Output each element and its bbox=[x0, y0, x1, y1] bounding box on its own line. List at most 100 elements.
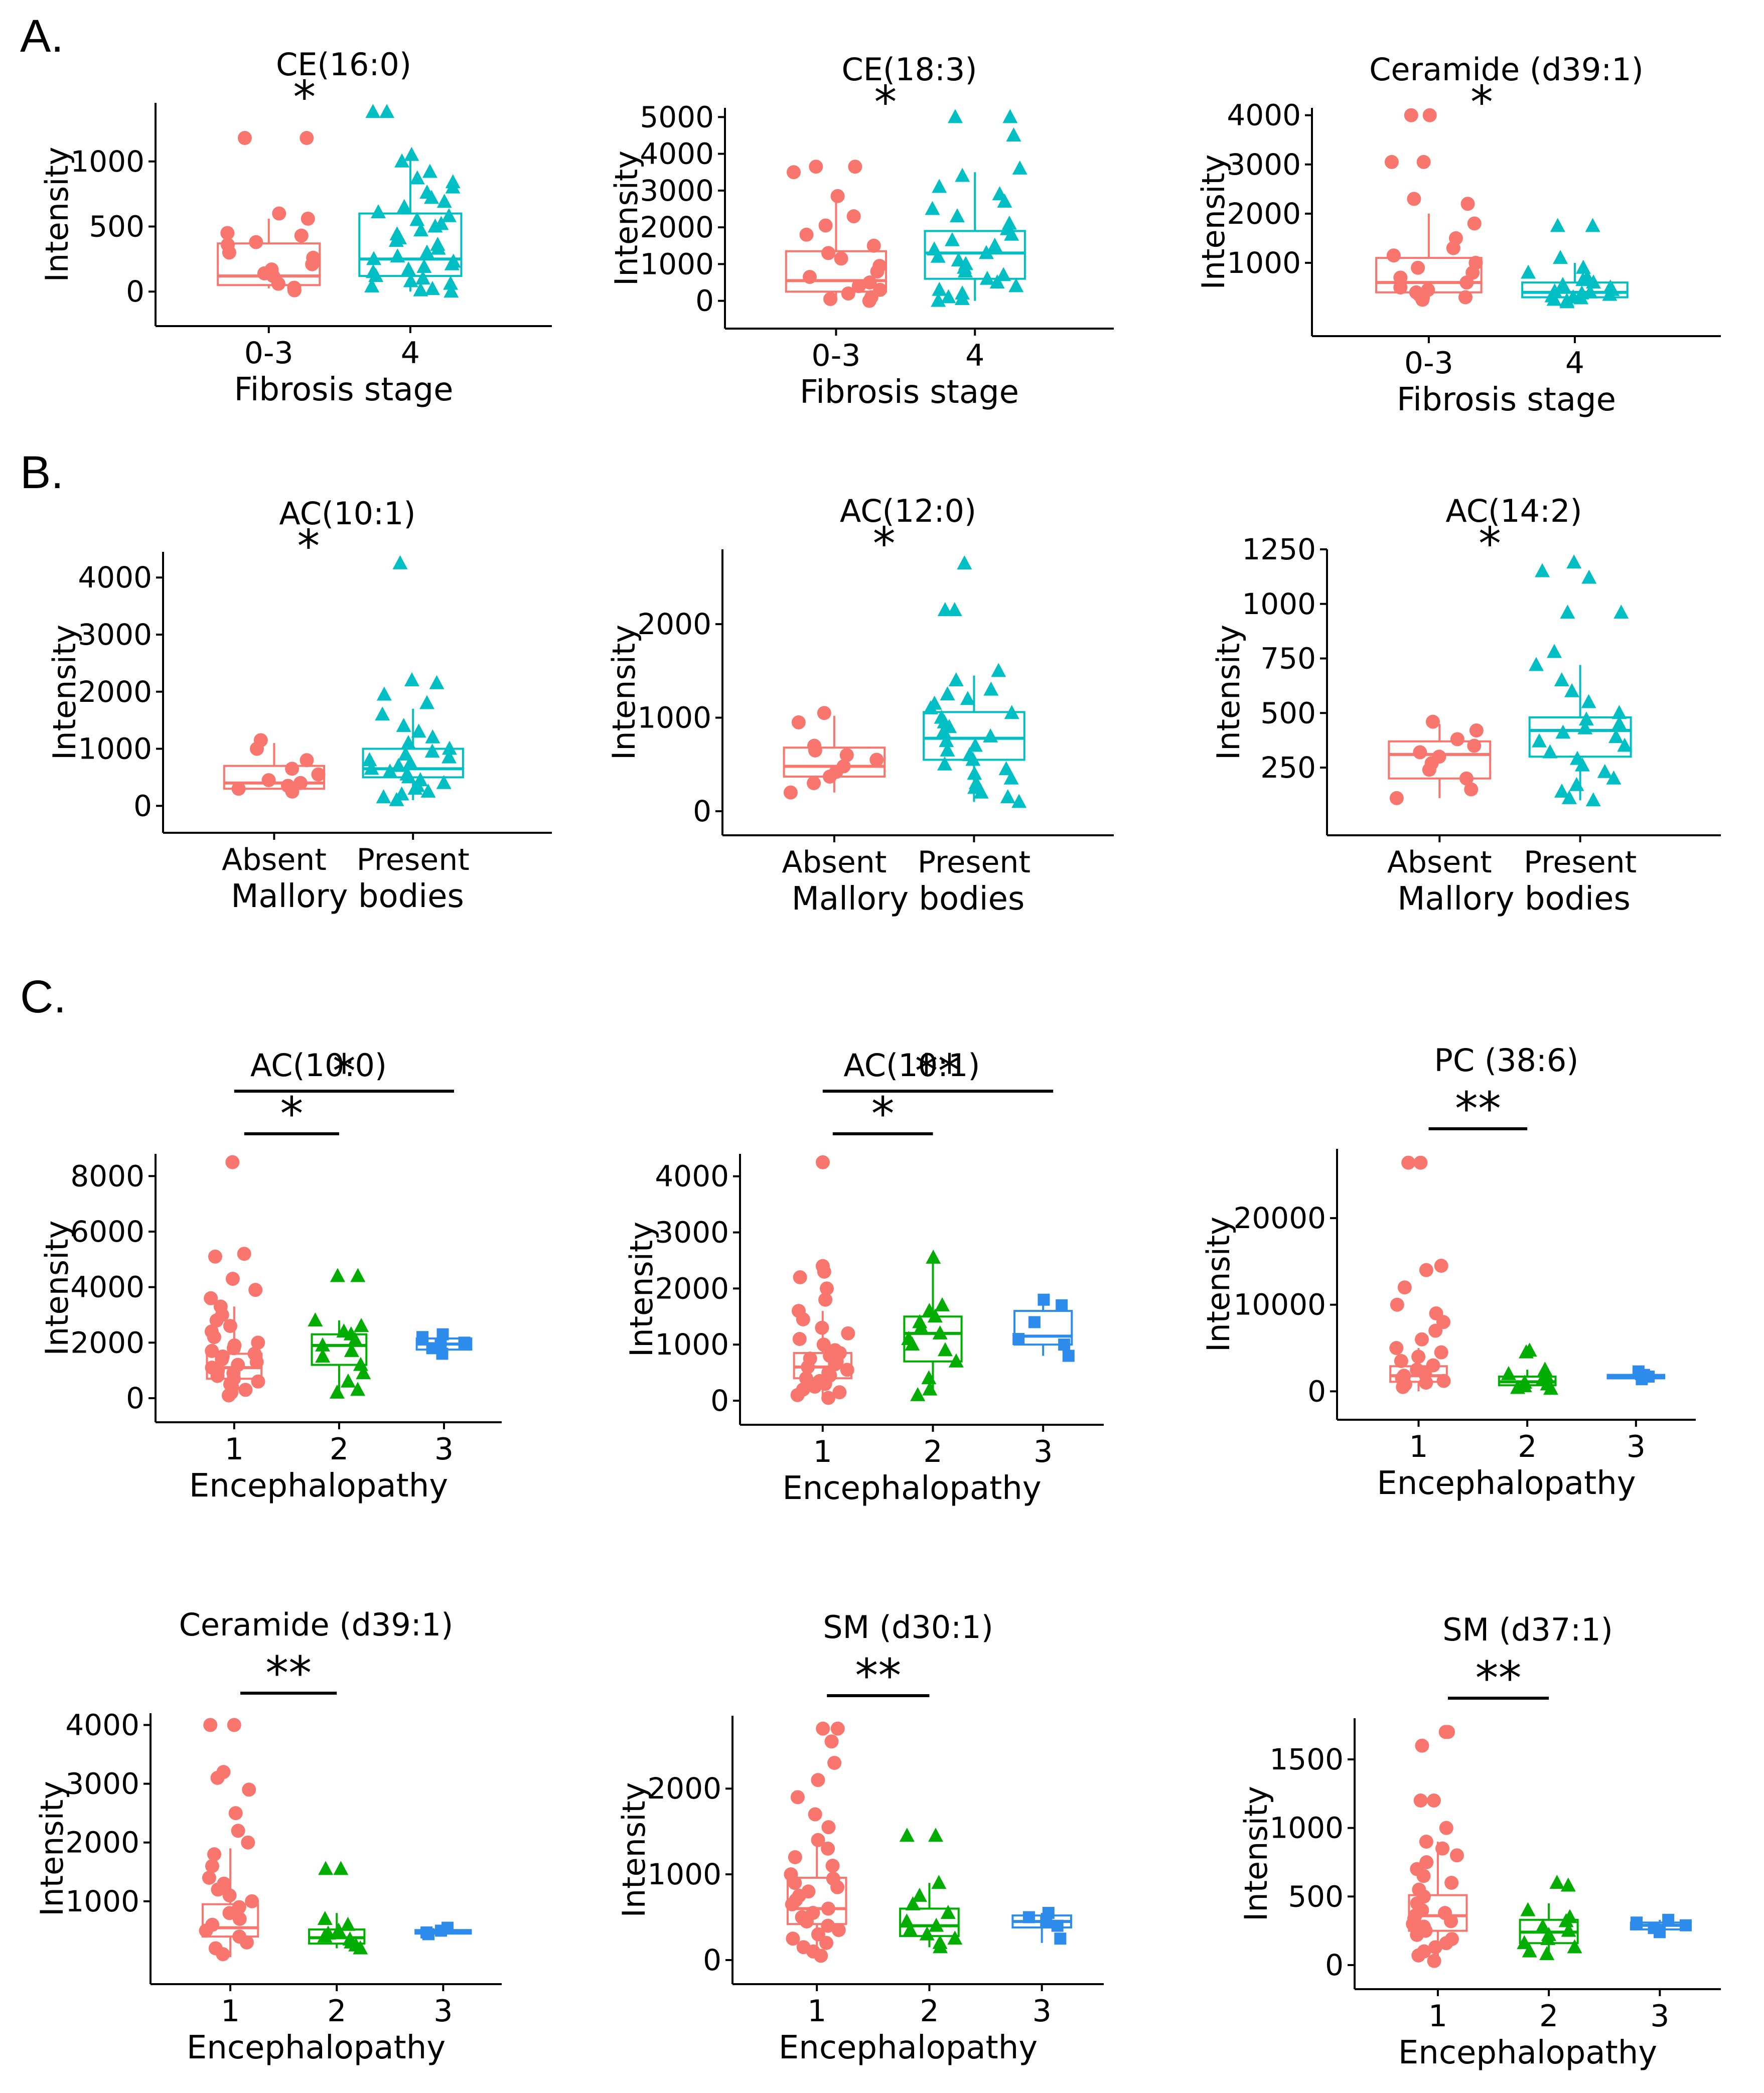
x-tick-label: 2 bbox=[1518, 1429, 1537, 1464]
data-point bbox=[317, 1911, 333, 1925]
data-point bbox=[1415, 1738, 1429, 1753]
data-point bbox=[965, 752, 981, 766]
x-tick-label: Present bbox=[918, 845, 1031, 880]
y-tick-label: 0 bbox=[710, 1384, 729, 1418]
data-point bbox=[422, 164, 437, 178]
data-point bbox=[413, 222, 429, 237]
data-point bbox=[436, 1328, 449, 1340]
data-point bbox=[444, 283, 459, 298]
data-point bbox=[1393, 280, 1408, 294]
data-point bbox=[248, 1283, 263, 1297]
data-point bbox=[783, 785, 798, 800]
x-tick-label: Present bbox=[357, 842, 470, 877]
y-tick-label: 500 bbox=[1260, 696, 1316, 730]
x-tick-label: 2 bbox=[920, 1994, 939, 2029]
y-tick-label: 2000 bbox=[70, 1325, 144, 1360]
data-point bbox=[1411, 260, 1425, 275]
panel-8: 0 1000 2000 3000 4000 1 2 3 AC(10:1) Encephalopat… bbox=[623, 1044, 1104, 1507]
significance-star: ** bbox=[915, 1044, 961, 1098]
data-point bbox=[366, 251, 382, 265]
data-point bbox=[925, 201, 940, 215]
y-tick-label: 8000 bbox=[70, 1159, 144, 1193]
data-point bbox=[786, 1931, 800, 1946]
data-point bbox=[1389, 1341, 1404, 1356]
data-point bbox=[1004, 226, 1019, 241]
data-point bbox=[1397, 1280, 1412, 1295]
data-point bbox=[436, 194, 452, 208]
data-point bbox=[272, 206, 286, 221]
data-point bbox=[409, 212, 425, 226]
y-axis-title: Intensity bbox=[34, 1781, 70, 1916]
y-tick-label: 0 bbox=[703, 1943, 721, 1977]
x-tick-label: 4 bbox=[965, 338, 984, 373]
data-point bbox=[799, 227, 814, 242]
data-point bbox=[442, 740, 457, 755]
data-point bbox=[204, 1291, 218, 1305]
data-point bbox=[1393, 270, 1408, 285]
data-point bbox=[822, 770, 837, 784]
data-point bbox=[799, 1371, 813, 1386]
data-point bbox=[955, 168, 970, 182]
data-point bbox=[913, 1319, 929, 1334]
data-point bbox=[899, 1828, 915, 1842]
data-point bbox=[1416, 1869, 1431, 1883]
data-point bbox=[948, 109, 963, 123]
y-tick-label: 0 bbox=[126, 274, 144, 309]
y-tick-label: 1000 bbox=[637, 701, 711, 735]
data-point bbox=[932, 1325, 948, 1339]
data-point bbox=[785, 1897, 799, 1911]
data-point bbox=[932, 281, 947, 296]
data-point bbox=[401, 261, 416, 276]
data-point bbox=[830, 189, 845, 203]
data-point bbox=[225, 1272, 240, 1286]
x-tick-label: 1 bbox=[813, 1434, 832, 1469]
data-point bbox=[983, 681, 999, 696]
data-point bbox=[1602, 286, 1618, 301]
y-axis-title: Intensity bbox=[616, 1782, 652, 1918]
data-point bbox=[1575, 272, 1591, 286]
y-axis-title: Intensity bbox=[623, 1222, 660, 1357]
data-point bbox=[912, 1887, 927, 1902]
x-tick-label: 3 bbox=[433, 1994, 453, 2029]
data-point bbox=[404, 146, 419, 161]
data-point bbox=[317, 1928, 333, 1943]
data-point bbox=[1611, 716, 1627, 730]
y-tick-label: 1000 bbox=[640, 247, 714, 281]
data-point bbox=[1428, 1940, 1442, 1955]
data-point bbox=[989, 274, 1005, 289]
data-point bbox=[425, 729, 440, 743]
data-point bbox=[1004, 705, 1019, 719]
data-point bbox=[199, 1923, 213, 1938]
data-point bbox=[937, 1342, 953, 1357]
data-point bbox=[941, 289, 956, 304]
data-point bbox=[419, 695, 435, 709]
panel-12: 0 500 1000 1500 1 2 3 SM (d37:1) Encephalopathy I… bbox=[1238, 1611, 1721, 2071]
data-point bbox=[1444, 1876, 1459, 1890]
data-point bbox=[933, 1939, 948, 1954]
significance-star: * bbox=[1471, 76, 1493, 129]
data-point bbox=[1574, 757, 1590, 772]
data-point bbox=[391, 758, 406, 772]
data-point bbox=[1532, 733, 1547, 748]
data-point bbox=[927, 1308, 943, 1323]
data-point bbox=[869, 753, 884, 767]
x-tick-label: Absent bbox=[782, 845, 887, 880]
data-point bbox=[1415, 292, 1430, 307]
data-point bbox=[841, 286, 855, 301]
y-tick-label: 2000 bbox=[637, 607, 711, 641]
data-point bbox=[1679, 1919, 1692, 1931]
panel-11: 0 1000 2000 1 2 3 SM (d30:1) Encephalopathy Inte… bbox=[616, 1609, 1104, 2066]
box-iqr bbox=[201, 1903, 259, 1938]
data-point bbox=[353, 1940, 368, 1955]
x-tick-label: 0-3 bbox=[244, 336, 293, 371]
y-tick-label: 0 bbox=[133, 789, 152, 823]
y-tick-label: 4000 bbox=[1227, 98, 1301, 132]
data-point bbox=[225, 1155, 240, 1169]
data-point bbox=[436, 1348, 449, 1360]
data-point bbox=[801, 1360, 815, 1374]
data-point bbox=[210, 1770, 225, 1785]
data-point bbox=[1559, 294, 1575, 309]
data-point bbox=[392, 555, 408, 569]
data-point bbox=[458, 1336, 471, 1349]
data-point bbox=[400, 735, 416, 750]
